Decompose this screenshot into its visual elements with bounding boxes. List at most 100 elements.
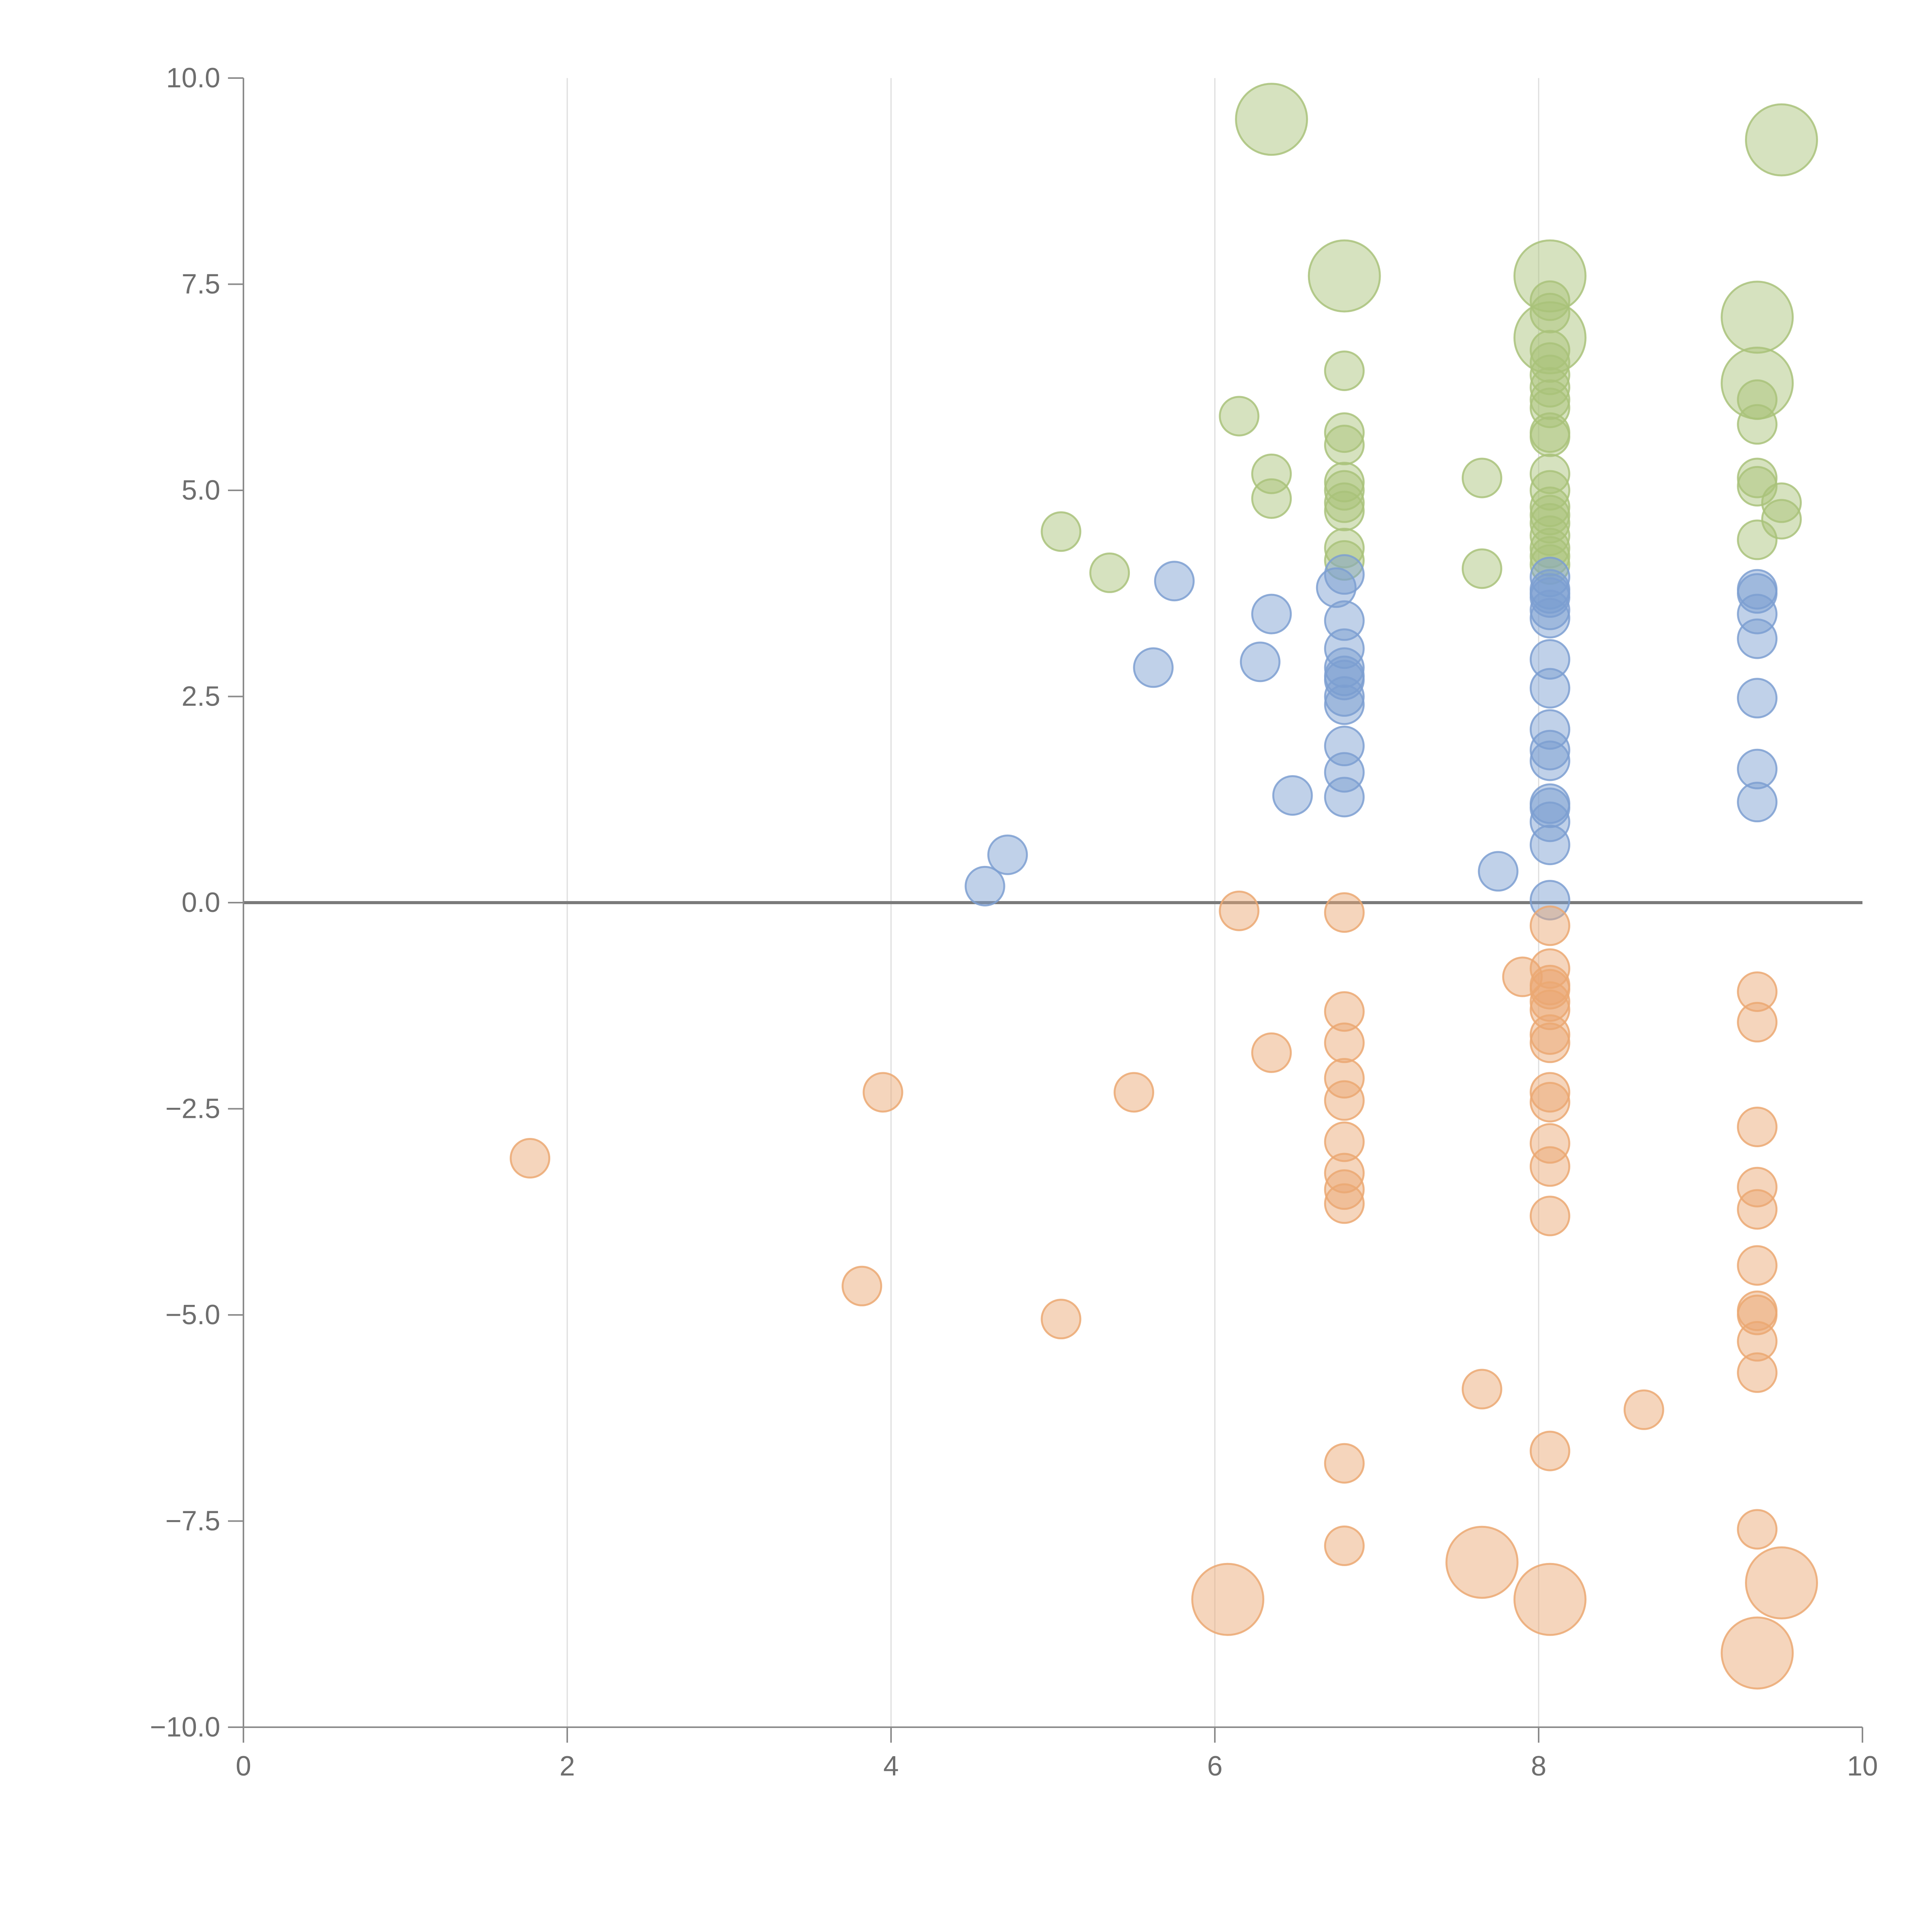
data-point-series-1 xyxy=(1461,457,1502,498)
data-point-series-3 xyxy=(1529,1072,1570,1113)
data-point-series-3 xyxy=(1737,1509,1778,1550)
y-tick-label: −5.0 xyxy=(165,1299,220,1330)
data-point-series-3 xyxy=(1513,1563,1587,1636)
data-point-series-1 xyxy=(1529,495,1570,536)
data-point-series-1 xyxy=(1721,281,1794,354)
data-point-series-3 xyxy=(1324,1169,1365,1210)
data-point-series-2 xyxy=(1529,556,1570,597)
data-point-series-1 xyxy=(1529,453,1570,494)
data-point-series-3 xyxy=(1324,1022,1365,1063)
data-point-series-3 xyxy=(1529,969,1570,1010)
data-point-series-2 xyxy=(1737,782,1778,823)
data-point-series-3 xyxy=(1114,1072,1154,1113)
data-point-series-1 xyxy=(1761,482,1802,523)
data-point-series-2 xyxy=(1324,752,1365,793)
data-point-series-1 xyxy=(1308,239,1381,313)
data-point-series-3 xyxy=(1529,1430,1570,1471)
data-point-series-3 xyxy=(1529,989,1570,1030)
data-point-series-1 xyxy=(1235,83,1308,156)
data-point-series-1 xyxy=(1529,503,1570,544)
data-point-series-1 xyxy=(1737,457,1778,498)
data-point-series-3 xyxy=(1324,1526,1365,1566)
data-point-series-2 xyxy=(1324,660,1365,701)
data-point-series-1 xyxy=(1324,482,1365,523)
data-point-series-1 xyxy=(1529,330,1570,371)
data-point-series-1 xyxy=(1529,379,1570,420)
data-point-series-2 xyxy=(1737,594,1778,634)
data-point-series-3 xyxy=(1324,1183,1365,1224)
data-point-series-3 xyxy=(1502,956,1543,997)
data-point-series-2 xyxy=(1529,787,1570,828)
data-point-series-3 xyxy=(1445,1526,1519,1599)
y-tick-label: −2.5 xyxy=(165,1094,220,1124)
data-point-series-2 xyxy=(1324,684,1365,725)
data-point-series-2 xyxy=(1737,748,1778,789)
data-point-series-3 xyxy=(1737,971,1778,1012)
y-tick-label: −10.0 xyxy=(150,1712,220,1743)
data-point-series-1 xyxy=(1089,552,1130,593)
data-point-series-3 xyxy=(1461,1369,1502,1410)
x-tick-label: 4 xyxy=(883,1751,899,1782)
data-point-series-3 xyxy=(1623,1389,1664,1430)
data-point-series-1 xyxy=(1251,453,1292,494)
data-point-series-1 xyxy=(1529,293,1570,333)
data-point-series-2 xyxy=(1324,676,1365,717)
data-point-series-3 xyxy=(1721,1616,1794,1690)
data-point-series-1 xyxy=(1529,367,1570,408)
data-point-series-2 xyxy=(964,866,1005,906)
data-point-series-1 xyxy=(1529,354,1570,395)
data-point-series-1 xyxy=(1324,462,1365,503)
data-point-series-1 xyxy=(1529,515,1570,556)
data-point-series-3 xyxy=(1324,1058,1365,1099)
data-point-series-1 xyxy=(1737,466,1778,507)
data-point-series-2 xyxy=(1324,600,1365,641)
data-point-series-3 xyxy=(1041,1299,1082,1340)
data-point-series-2 xyxy=(1737,573,1778,614)
data-point-series-2 xyxy=(1324,554,1365,595)
x-tick-label: 2 xyxy=(560,1751,575,1782)
data-point-series-2 xyxy=(1529,801,1570,842)
y-tick-label: 7.5 xyxy=(182,269,220,300)
data-point-series-2 xyxy=(1529,740,1570,781)
data-point-series-3 xyxy=(1737,1245,1778,1286)
data-point-series-2 xyxy=(1316,567,1357,608)
data-point-series-3 xyxy=(1324,1080,1365,1121)
data-point-series-2 xyxy=(1324,777,1365,818)
x-tick-label: 10 xyxy=(1847,1751,1878,1782)
data-point-series-1 xyxy=(1737,519,1778,560)
data-point-series-3 xyxy=(1529,905,1570,946)
data-point-series-2 xyxy=(1251,594,1292,634)
data-point-series-3 xyxy=(1529,1146,1570,1187)
data-point-series-1 xyxy=(1219,396,1260,437)
x-tick-label: 6 xyxy=(1207,1751,1223,1782)
data-point-series-1 xyxy=(1529,342,1570,383)
data-point-series-2 xyxy=(1272,775,1313,816)
data-point-series-3 xyxy=(1324,1443,1365,1484)
data-point-series-3 xyxy=(1529,981,1570,1022)
data-point-series-3 xyxy=(1529,1123,1570,1164)
data-point-series-1 xyxy=(1324,425,1365,466)
data-point-series-1 xyxy=(1529,486,1570,527)
data-point-series-2 xyxy=(1529,598,1570,639)
data-point-series-3 xyxy=(1737,1106,1778,1147)
data-point-series-3 xyxy=(1529,1082,1570,1122)
data-point-series-3 xyxy=(1737,1352,1778,1393)
data-point-series-3 xyxy=(1737,1189,1778,1230)
data-point-series-2 xyxy=(987,834,1028,875)
data-point-series-3 xyxy=(1737,1167,1778,1208)
data-point-series-1 xyxy=(1529,280,1570,321)
data-point-series-3 xyxy=(1251,1032,1292,1073)
data-point-series-1 xyxy=(1461,548,1502,589)
data-point-series-3 xyxy=(1324,1153,1365,1194)
data-point-series-3 xyxy=(1219,890,1260,931)
data-point-series-1 xyxy=(1737,379,1778,420)
data-point-series-2 xyxy=(1324,647,1365,688)
data-point-series-1 xyxy=(1529,388,1570,429)
data-point-series-2 xyxy=(1529,730,1570,770)
y-tick-label: −7.5 xyxy=(165,1506,220,1537)
data-point-series-1 xyxy=(1324,540,1365,581)
data-point-series-1 xyxy=(1324,350,1365,391)
data-point-series-3 xyxy=(1529,948,1570,989)
data-point-series-3 xyxy=(1737,1002,1778,1043)
